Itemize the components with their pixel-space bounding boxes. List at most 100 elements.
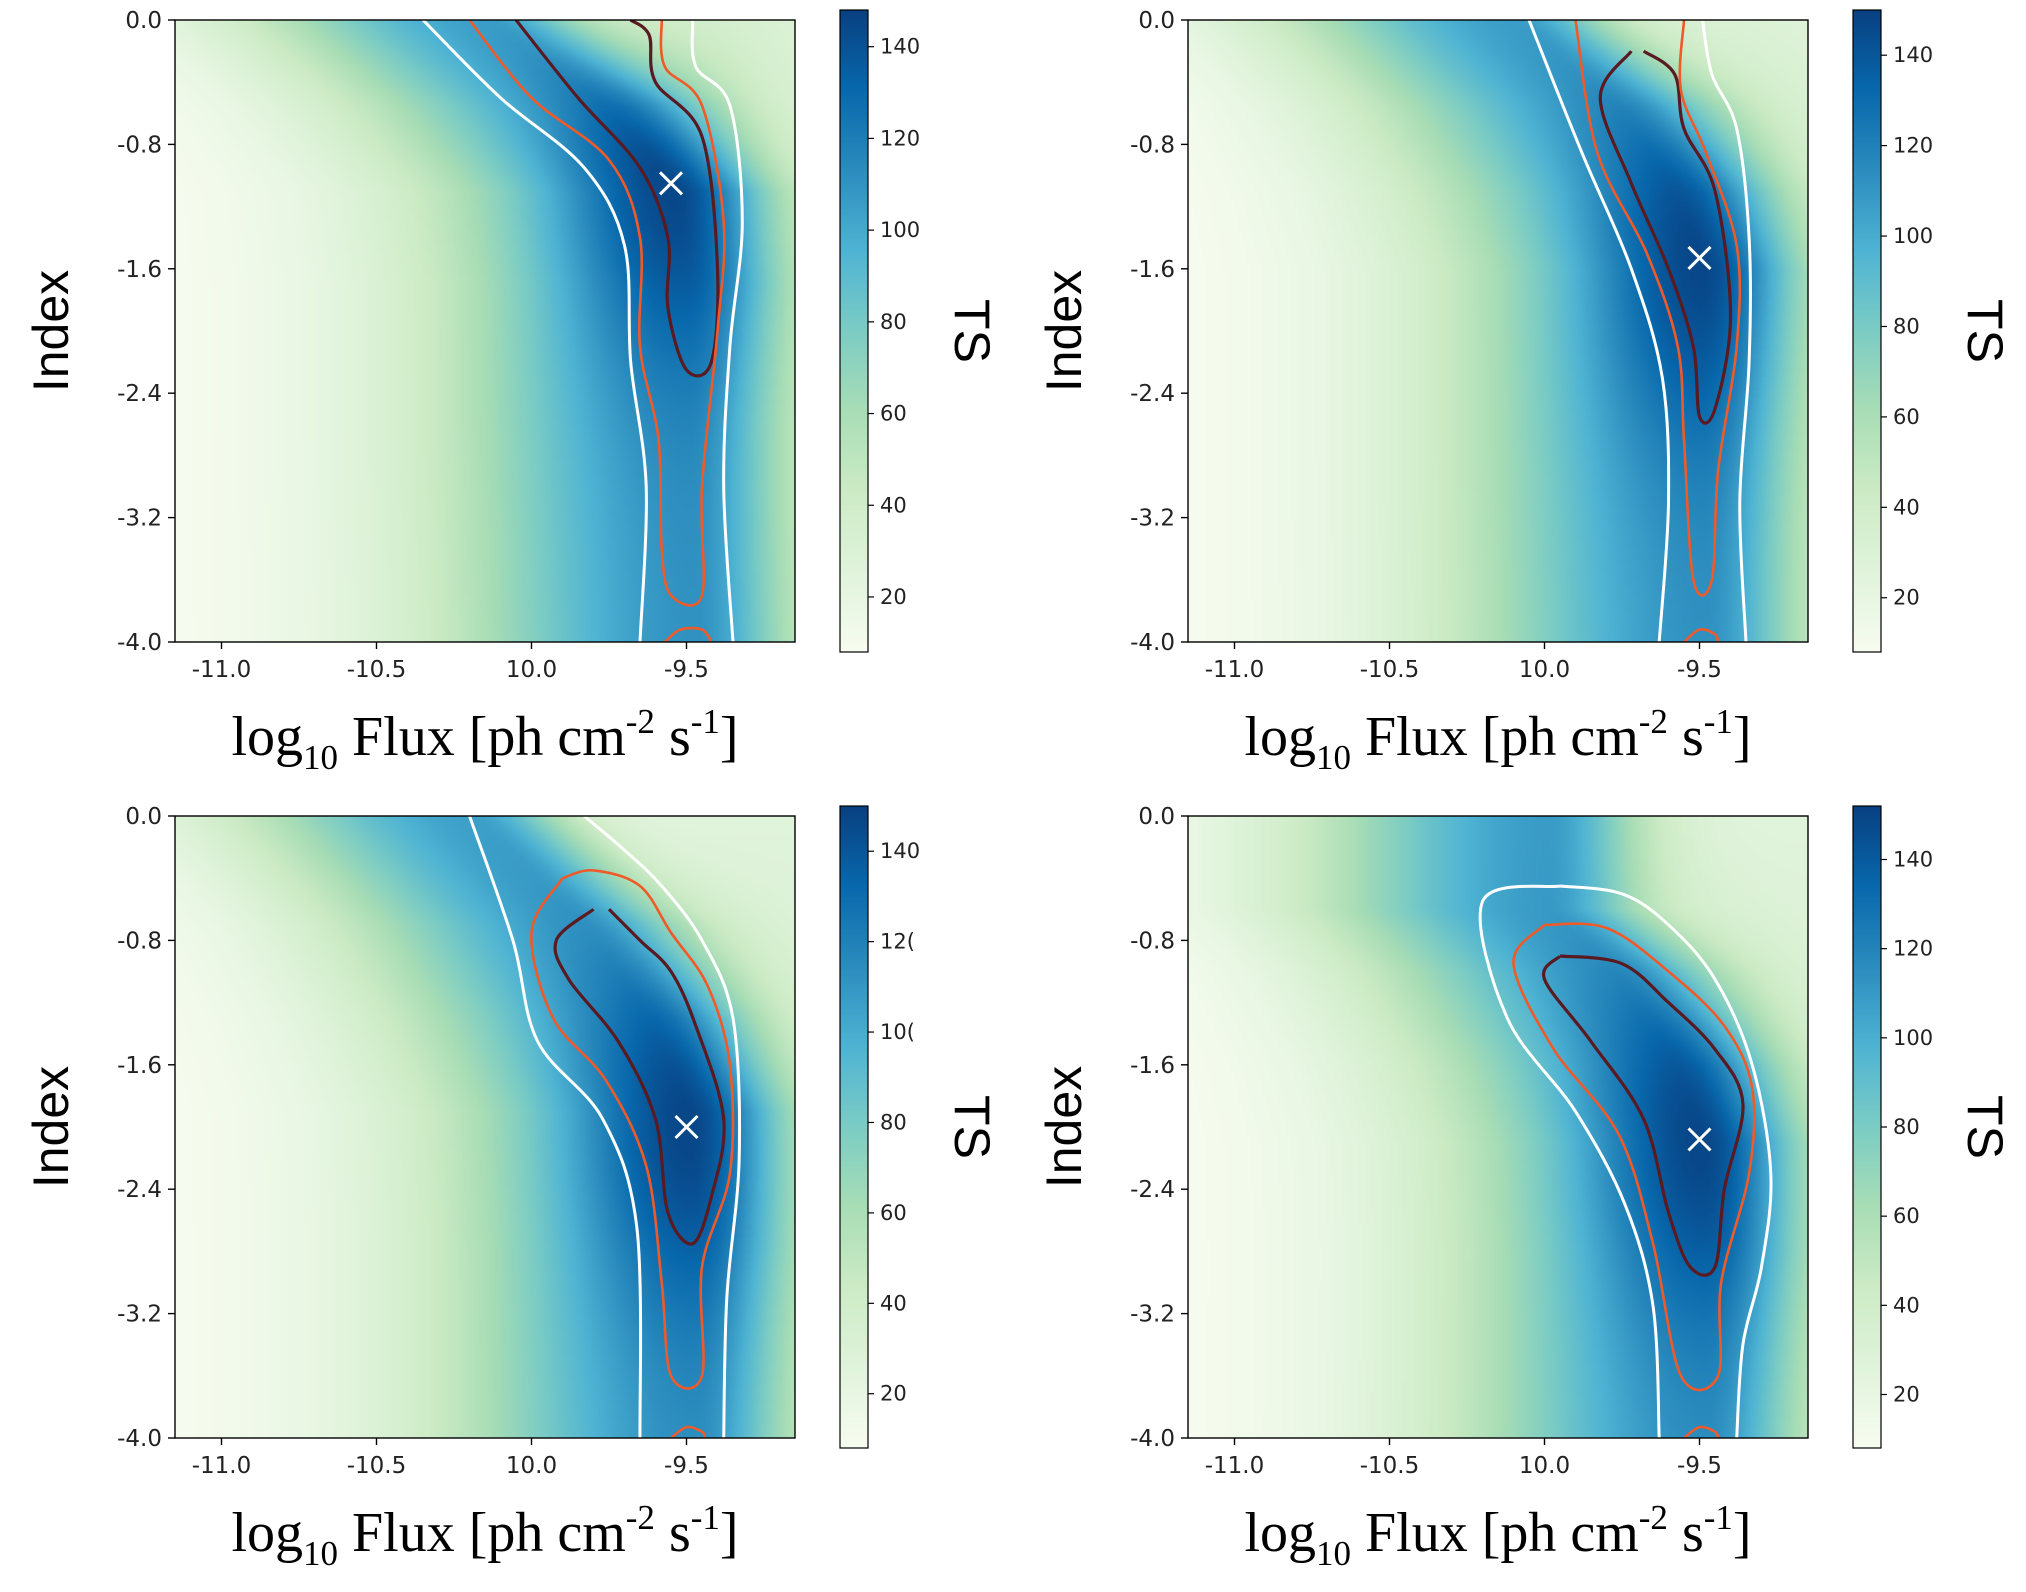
- contour-group: [1478, 884, 1773, 1438]
- best-fit-marker: [658, 171, 684, 196]
- y-tick-label: 0.0: [125, 8, 162, 34]
- y-tick-label: -3.2: [1130, 506, 1175, 532]
- ts-heatmap: [1188, 20, 1808, 642]
- ts-heatmap: [1188, 816, 1808, 1438]
- y-tick-label: -4.0: [117, 1426, 162, 1452]
- y-tick-label: -2.4: [1130, 1177, 1175, 1203]
- chart-svg: 0.0 -0.8 -1.6 -2.4 -3.2 -4.0 -11.0 -10.5 10.0 -9.…: [23, 804, 1000, 1573]
- colorbar: [839, 805, 869, 1449]
- y-tick-label: 0.0: [1138, 804, 1175, 830]
- x-tick-label: -11.0: [192, 1453, 252, 1479]
- colorbar-label: TS: [1957, 299, 2013, 363]
- x-tick-label: -9.5: [1677, 657, 1722, 683]
- plot-frame: [1187, 19, 1809, 643]
- y-tick-label: -4.0: [1130, 1426, 1175, 1452]
- x-tick-label: -10.5: [1360, 1453, 1420, 1479]
- contour-group: [468, 816, 742, 1438]
- contour-mid: [670, 1425, 707, 1438]
- colorbar-tick-label: 60: [880, 1201, 907, 1225]
- colorbar-tick-label: 80: [880, 1110, 907, 1134]
- contour-outer: [1527, 20, 1671, 642]
- x-axis-label: log10 Flux [ph cm-2 s-1]: [231, 702, 738, 777]
- y-tick-label: -1.6: [1130, 1053, 1175, 1079]
- contour-outer: [421, 20, 648, 642]
- y-tick-label: -3.2: [117, 506, 162, 532]
- y-axis-label: Index: [23, 1066, 79, 1188]
- y-axis-label: Index: [23, 270, 79, 392]
- x-tick-label: -11.0: [1205, 1453, 1265, 1479]
- ts-heatmap: [175, 20, 795, 642]
- x-tick-label: 10.0: [1519, 1453, 1570, 1479]
- colorbar: [1852, 9, 1882, 653]
- contour-mid: [530, 869, 735, 1390]
- contour-inner: [1598, 49, 1733, 425]
- colorbar-tick-label: 40: [1893, 1293, 1920, 1317]
- colorbar-tick-label: 80: [880, 310, 907, 334]
- y-tick-label: -4.0: [1130, 630, 1175, 656]
- y-tick-label: -1.6: [1130, 257, 1175, 283]
- x-tick-label: -11.0: [1205, 657, 1265, 683]
- contour-outer: [1478, 884, 1661, 1438]
- y-tick-label: -0.8: [1130, 928, 1175, 954]
- y-tick-label: -2.4: [117, 381, 162, 407]
- contour-group: [421, 20, 744, 642]
- colorbar-label: TS: [944, 1095, 1000, 1159]
- y-axis-label: Index: [1036, 270, 1092, 392]
- x-axis-label: log10 Flux [ph cm-2 s-1]: [231, 1498, 738, 1573]
- y-tick-label: -3.2: [1130, 1302, 1175, 1328]
- contour-mid: [1683, 1425, 1720, 1438]
- contour-mid: [468, 20, 726, 607]
- contour-inner: [1541, 954, 1745, 1277]
- colorbar-label: TS: [944, 299, 1000, 363]
- colorbar-tick-label: 140: [1893, 43, 1933, 67]
- y-tick-label: -2.4: [1130, 381, 1175, 407]
- colorbar-tick-label: 20: [1893, 586, 1920, 610]
- x-axis-label: log10 Flux [ph cm-2 s-1]: [1244, 702, 1751, 777]
- contour-inner: [514, 20, 720, 378]
- x-tick-label: 10.0: [506, 1453, 557, 1479]
- best-fit-marker: [1687, 245, 1712, 270]
- colorbar-tick-label: 40: [880, 493, 907, 517]
- x-tick-label: 10.0: [1519, 657, 1570, 683]
- colorbar-tick-label: 60: [880, 402, 907, 426]
- colorbar-tick-label: 20: [1893, 1383, 1920, 1407]
- best-fit-marker: [674, 1114, 699, 1140]
- x-tick-label: -10.5: [1360, 657, 1420, 683]
- colorbar-tick-label: 40: [880, 1291, 907, 1315]
- colorbar-label: TS: [1957, 1095, 2013, 1159]
- colorbar: [839, 9, 869, 653]
- colorbar-tick-label: 60: [1893, 405, 1920, 429]
- x-tick-label: -9.5: [1677, 1453, 1722, 1479]
- colorbar-tick-label: 10(: [880, 1020, 915, 1044]
- colorbar-tick-label: 100: [1893, 224, 1933, 248]
- y-tick-label: -2.4: [117, 1177, 162, 1203]
- contour-mid: [1512, 922, 1756, 1392]
- contour-outer: [583, 816, 742, 1438]
- ts-panel-bottom-right: 0.0 -0.8 -1.6 -2.4 -3.2 -4.0 -11.0 -10.5 10.0 -9.…: [1013, 796, 2026, 1592]
- colorbar-tick-label: 140: [1893, 848, 1933, 872]
- colorbar-tick-label: 60: [1893, 1204, 1920, 1228]
- colorbar-tick-label: 20: [880, 1382, 907, 1406]
- y-tick-label: -0.8: [117, 132, 162, 158]
- y-axis-label: Index: [1036, 1066, 1092, 1188]
- x-tick-label: 10.0: [506, 657, 557, 683]
- colorbar-tick-label: 40: [1893, 495, 1920, 519]
- y-tick-label: -0.8: [117, 928, 162, 954]
- chart-svg: 0.0 -0.8 -1.6 -2.4 -3.2 -4.0 -11.0 -10.5 10.0 -9.…: [1036, 8, 2013, 777]
- x-tick-label: -10.5: [347, 1453, 407, 1479]
- x-tick-label: -11.0: [192, 657, 252, 683]
- ts-panel-top-left: 0.0 -0.8 -1.6 -2.4 -3.2 -4.0 -11.0 -10.5 10.0 -9.…: [0, 0, 1013, 796]
- colorbar-tick-label: 100: [880, 218, 920, 242]
- contour-mid: [1683, 628, 1720, 642]
- y-tick-label: -1.6: [117, 257, 162, 283]
- contour-mid: [663, 626, 713, 642]
- contour-outer: [1701, 20, 1752, 642]
- contour-outer: [690, 20, 744, 642]
- colorbar: [1852, 805, 1882, 1449]
- y-tick-label: -4.0: [117, 630, 162, 656]
- colorbar-tick-label: 120: [880, 126, 920, 150]
- y-tick-label: -1.6: [117, 1053, 162, 1079]
- colorbar-tick-label: 100: [1893, 1026, 1933, 1050]
- colorbar-tick-label: 140: [880, 839, 920, 863]
